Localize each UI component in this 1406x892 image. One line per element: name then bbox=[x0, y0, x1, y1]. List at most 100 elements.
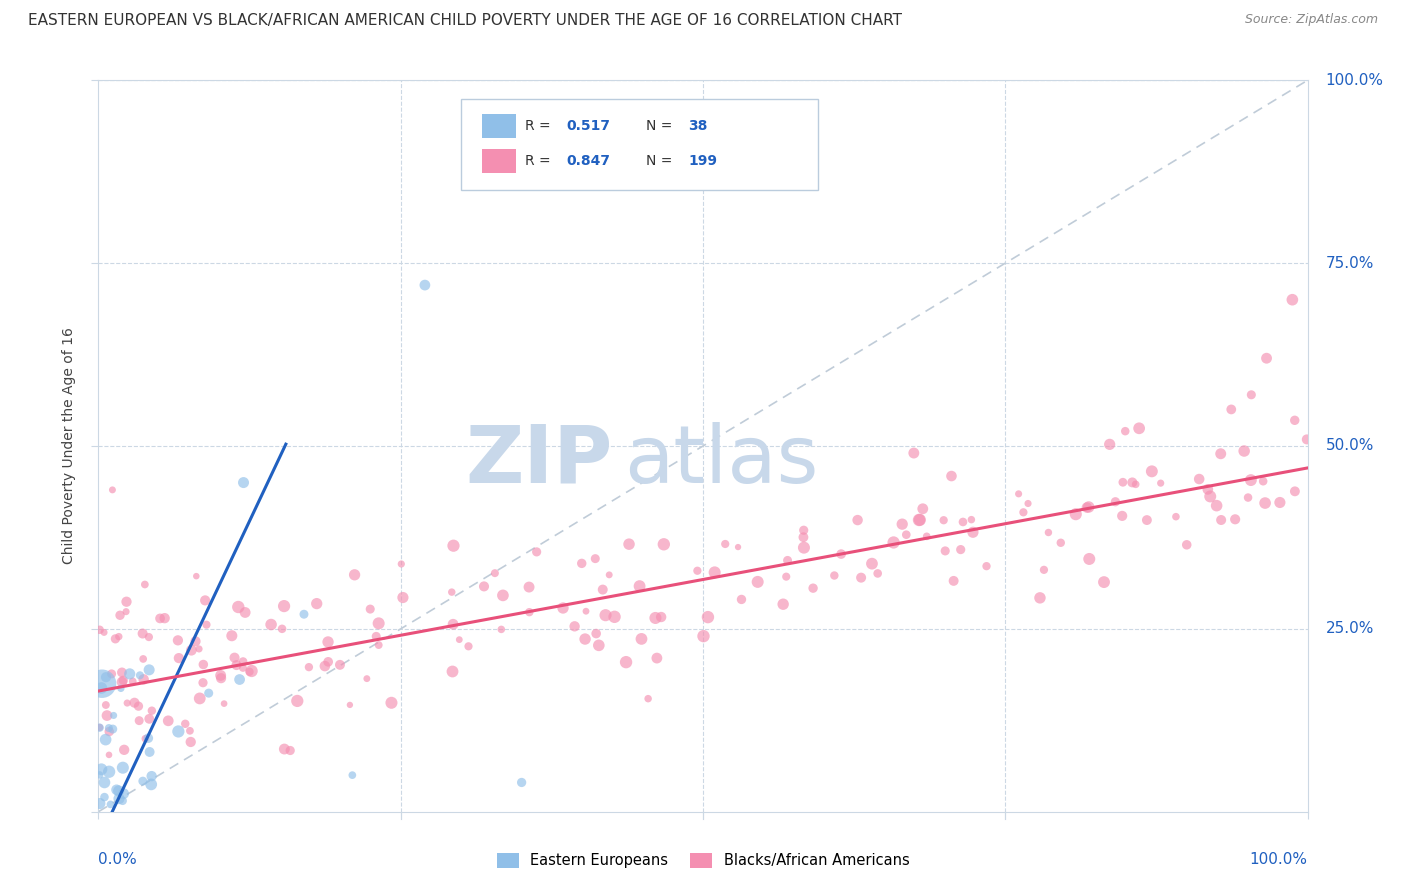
Point bbox=[1197, 483, 1219, 497]
Point bbox=[103, 708, 125, 723]
Point bbox=[90, 681, 112, 695]
Point bbox=[129, 668, 152, 682]
Text: 50.0%: 50.0% bbox=[1326, 439, 1374, 453]
Point bbox=[1237, 491, 1260, 505]
Point bbox=[1032, 563, 1054, 577]
Point bbox=[105, 782, 128, 797]
Point bbox=[1251, 475, 1274, 489]
Point bbox=[89, 797, 111, 811]
Point bbox=[510, 775, 533, 789]
Point bbox=[614, 655, 637, 669]
Text: 0.0%: 0.0% bbox=[98, 852, 138, 867]
Point bbox=[191, 675, 214, 690]
Point bbox=[866, 566, 889, 581]
Point bbox=[111, 665, 134, 680]
Point bbox=[941, 469, 963, 483]
Point bbox=[138, 663, 160, 677]
Point bbox=[224, 650, 246, 665]
FancyBboxPatch shape bbox=[461, 99, 818, 190]
Point bbox=[298, 660, 321, 674]
Point bbox=[316, 635, 339, 649]
Point bbox=[849, 571, 872, 585]
Point bbox=[908, 513, 931, 527]
Point bbox=[271, 622, 294, 636]
Point bbox=[703, 566, 725, 580]
Point bbox=[1104, 494, 1126, 508]
Point bbox=[101, 722, 124, 736]
Point bbox=[98, 747, 121, 762]
Point bbox=[1111, 508, 1133, 523]
Point bbox=[730, 592, 752, 607]
Point bbox=[138, 745, 160, 759]
Point bbox=[359, 602, 381, 616]
Point bbox=[89, 721, 111, 735]
Point bbox=[1233, 444, 1256, 458]
Point bbox=[94, 698, 117, 712]
Point bbox=[232, 655, 254, 669]
Point bbox=[228, 673, 250, 687]
Point bbox=[772, 597, 794, 611]
Point bbox=[141, 777, 163, 791]
Point bbox=[934, 544, 956, 558]
Point bbox=[153, 611, 176, 625]
Point bbox=[1254, 496, 1277, 510]
Point bbox=[232, 661, 254, 675]
Point bbox=[238, 665, 260, 679]
Point bbox=[226, 599, 249, 614]
Point bbox=[1223, 512, 1246, 526]
Point bbox=[96, 708, 118, 723]
Point bbox=[526, 545, 548, 559]
Point bbox=[212, 697, 235, 711]
Point bbox=[180, 735, 202, 749]
Point bbox=[89, 768, 111, 782]
Point bbox=[115, 696, 138, 710]
Point bbox=[89, 623, 111, 637]
Point bbox=[952, 515, 974, 529]
Point bbox=[492, 588, 515, 602]
Point bbox=[1128, 421, 1150, 435]
Point bbox=[285, 694, 308, 708]
Point bbox=[571, 557, 593, 571]
Point bbox=[1268, 495, 1291, 509]
Point bbox=[194, 593, 217, 607]
Point bbox=[127, 699, 149, 714]
Point bbox=[443, 539, 465, 553]
Point bbox=[1188, 472, 1211, 486]
Point bbox=[588, 638, 610, 652]
Point bbox=[134, 731, 156, 746]
Text: 75.0%: 75.0% bbox=[1326, 256, 1374, 270]
Point bbox=[637, 691, 659, 706]
Point bbox=[650, 610, 672, 624]
Text: EASTERN EUROPEAN VS BLACK/AFRICAN AMERICAN CHILD POVERTY UNDER THE AGE OF 16 COR: EASTERN EUROPEAN VS BLACK/AFRICAN AMERIC… bbox=[28, 13, 903, 29]
Point bbox=[1017, 496, 1039, 510]
Point bbox=[167, 651, 190, 665]
Point bbox=[1076, 500, 1098, 515]
Point bbox=[193, 657, 215, 672]
Point bbox=[1164, 509, 1187, 524]
Legend: Eastern Europeans, Blacks/African Americans: Eastern Europeans, Blacks/African Americ… bbox=[491, 847, 915, 874]
Point bbox=[115, 605, 138, 619]
Text: N =: N = bbox=[647, 153, 676, 168]
Point bbox=[112, 743, 135, 757]
Point bbox=[138, 630, 160, 644]
Point bbox=[575, 604, 598, 618]
Point bbox=[111, 794, 134, 808]
Text: 0.517: 0.517 bbox=[567, 119, 610, 133]
Point bbox=[107, 784, 129, 798]
Bar bbox=[482, 114, 516, 138]
Point bbox=[100, 797, 122, 812]
Point bbox=[138, 712, 160, 726]
Point bbox=[775, 569, 797, 583]
Point bbox=[692, 629, 714, 643]
Point bbox=[112, 787, 135, 801]
Point bbox=[491, 623, 513, 637]
Text: R =: R = bbox=[526, 153, 555, 168]
Point bbox=[131, 626, 153, 640]
Point bbox=[776, 553, 799, 567]
Text: 25.0%: 25.0% bbox=[1326, 622, 1374, 636]
Point bbox=[209, 668, 232, 682]
Point bbox=[1038, 525, 1060, 540]
Point bbox=[93, 625, 115, 640]
Point bbox=[1121, 475, 1143, 490]
Point bbox=[449, 632, 471, 647]
